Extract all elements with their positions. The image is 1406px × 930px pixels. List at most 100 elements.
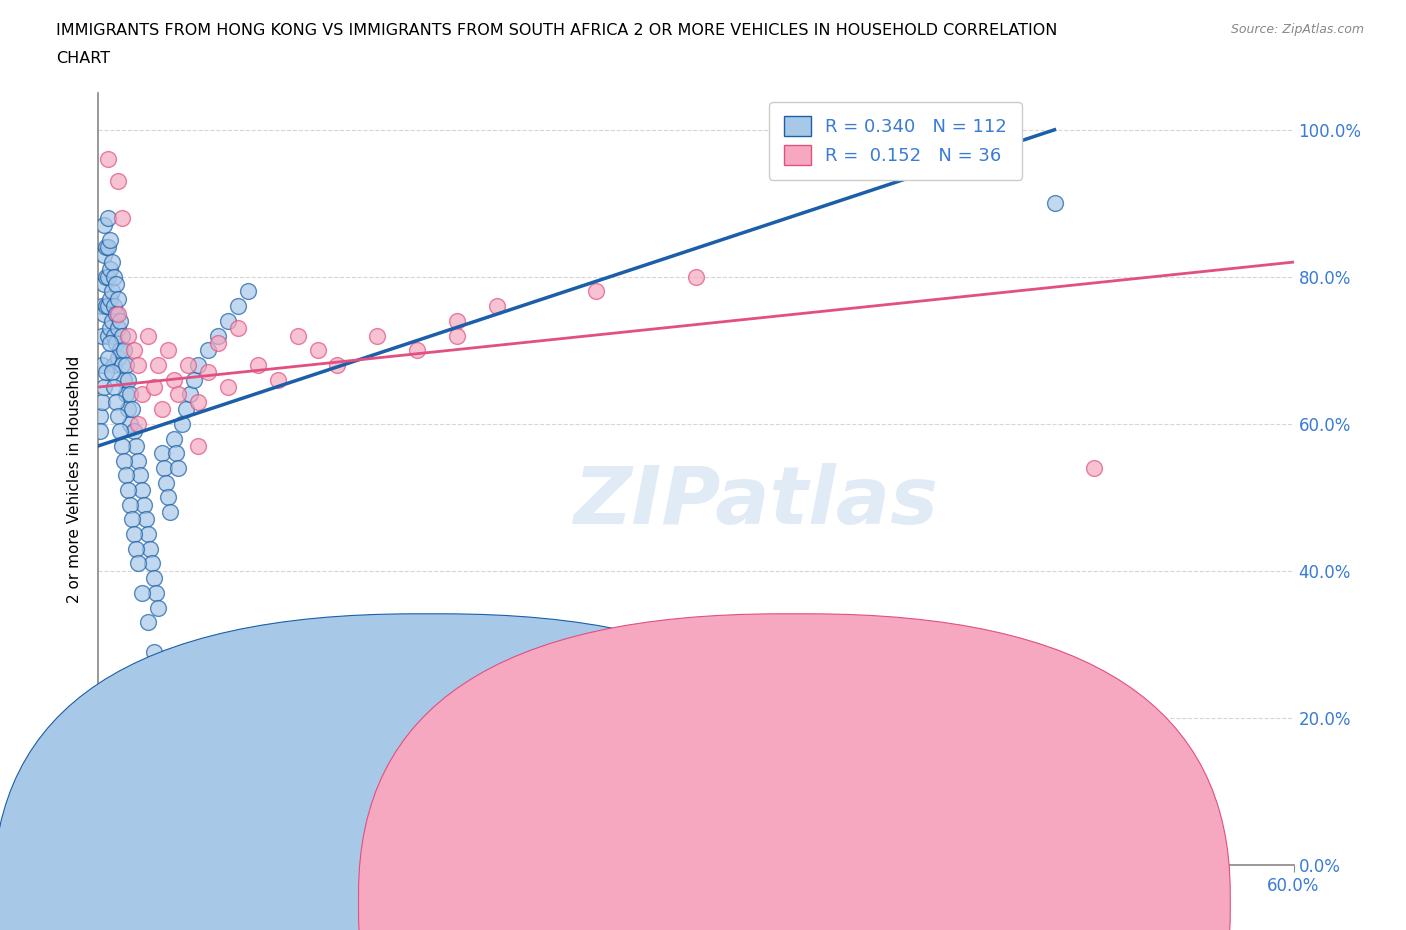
Point: [127, 357, 149, 372]
Point: [167, 387, 190, 402]
Point: [157, 490, 180, 505]
Point: [124, 424, 146, 439]
Point: [98, 291, 122, 306]
Point: [101, 284, 124, 299]
Point: [1043, 196, 1066, 211]
Point: [115, 357, 138, 372]
Point: [97, 152, 120, 166]
Point: [107, 409, 129, 424]
Point: [107, 174, 129, 189]
Point: [112, 372, 135, 387]
Point: [107, 321, 129, 336]
Point: [267, 372, 290, 387]
Point: [141, 556, 163, 571]
Point: [183, 372, 205, 387]
Point: [120, 498, 142, 512]
Point: [207, 336, 229, 351]
Point: [101, 365, 124, 379]
Point: [101, 255, 124, 270]
Point: [143, 644, 166, 659]
Point: [385, 850, 409, 865]
Point: [124, 526, 146, 541]
Point: [120, 387, 142, 402]
Point: [105, 277, 128, 292]
Point: [150, 402, 173, 417]
Point: [97, 299, 120, 313]
Point: [127, 417, 149, 432]
Point: [150, 445, 173, 460]
Point: [136, 615, 159, 630]
Text: Immigrants from South Africa: Immigrants from South Africa: [820, 895, 1046, 910]
Point: [145, 586, 167, 601]
Point: [139, 541, 162, 556]
Point: [117, 328, 139, 343]
Point: [115, 468, 138, 483]
Point: [217, 313, 239, 328]
Point: [143, 379, 166, 394]
Point: [226, 321, 249, 336]
Point: [1083, 460, 1105, 475]
Point: [98, 232, 122, 247]
Point: [125, 438, 148, 453]
Point: [89, 409, 111, 424]
Text: IMMIGRANTS FROM HONG KONG VS IMMIGRANTS FROM SOUTH AFRICA 2 OR MORE VEHICLES IN : IMMIGRANTS FROM HONG KONG VS IMMIGRANTS …: [56, 23, 1057, 38]
Point: [97, 210, 120, 225]
Point: [103, 379, 125, 394]
Point: [179, 387, 201, 402]
Point: [172, 417, 194, 432]
Point: [135, 512, 157, 526]
Point: [127, 453, 149, 468]
Point: [91, 357, 114, 372]
Point: [93, 306, 115, 321]
Point: [103, 299, 125, 313]
Point: [163, 372, 186, 387]
Point: [446, 328, 468, 343]
Point: [406, 343, 429, 358]
Point: [112, 453, 135, 468]
Point: [207, 328, 229, 343]
Point: [98, 321, 122, 336]
Point: [366, 328, 388, 343]
Point: [446, 850, 468, 865]
Point: [107, 351, 129, 365]
Point: [111, 357, 134, 372]
Point: [91, 394, 114, 409]
Point: [127, 556, 149, 571]
Point: [121, 402, 143, 417]
Point: [97, 328, 120, 343]
Point: [112, 343, 135, 358]
Point: [96, 270, 118, 285]
Point: [124, 343, 146, 358]
Point: [326, 850, 349, 865]
Point: [307, 343, 329, 358]
Point: [131, 586, 153, 601]
Point: [197, 343, 219, 358]
Point: [105, 306, 128, 321]
Point: [115, 387, 138, 402]
Point: [187, 357, 209, 372]
Point: [165, 445, 187, 460]
Point: [105, 336, 128, 351]
Point: [117, 402, 139, 417]
Point: [155, 475, 177, 490]
Point: [120, 417, 142, 432]
Point: [110, 313, 132, 328]
Text: ZIPatlas: ZIPatlas: [574, 463, 938, 541]
Point: [111, 438, 134, 453]
Point: [103, 328, 125, 343]
Point: [117, 483, 139, 498]
Point: [197, 365, 219, 379]
Point: [157, 688, 180, 703]
Point: [217, 379, 239, 394]
Point: [131, 483, 153, 498]
Point: [187, 747, 209, 762]
Point: [287, 843, 309, 857]
Point: [226, 806, 249, 821]
Point: [246, 357, 269, 372]
Point: [187, 438, 209, 453]
Point: [93, 277, 115, 292]
Point: [101, 313, 124, 328]
Point: [121, 512, 143, 526]
Point: [236, 284, 259, 299]
Point: [134, 498, 156, 512]
